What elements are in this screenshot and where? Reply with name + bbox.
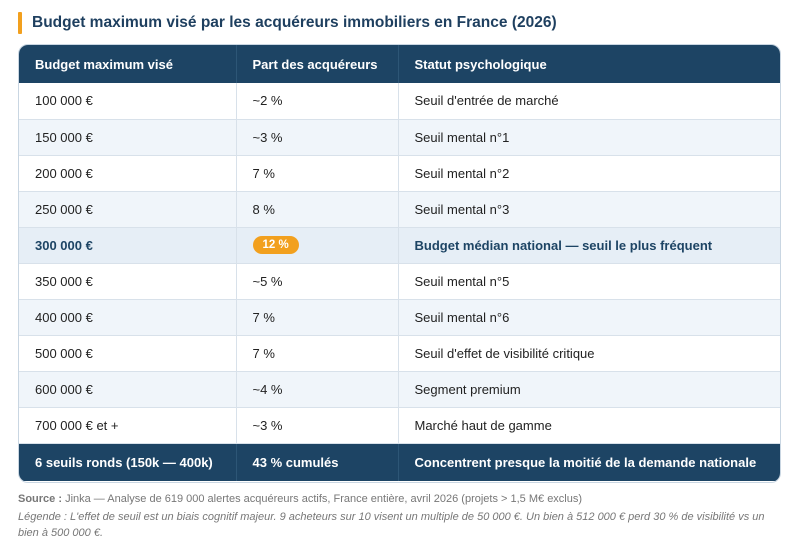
cell-part: 12 % bbox=[236, 227, 399, 264]
cell-budget: 100 000 € bbox=[19, 83, 237, 120]
cell-statut: Seuil mental n°6 bbox=[398, 299, 780, 336]
source-label: Source : bbox=[18, 493, 63, 505]
cell-statut: Seuil mental n°2 bbox=[398, 155, 780, 192]
cell-part: 8 % bbox=[236, 191, 399, 228]
cell-statut: Budget médian national — seuil le plus f… bbox=[398, 227, 780, 264]
cell-part: 7 % bbox=[236, 335, 399, 372]
table-row: 350 000 € ~5 % Seuil mental n°5 bbox=[19, 263, 780, 300]
cell-statut: Seuil d'effet de visibilité critique bbox=[398, 335, 780, 372]
table-row: 600 000 € ~4 % Segment premium bbox=[19, 371, 780, 408]
header-statut: Statut psychologique bbox=[414, 56, 547, 72]
source-note: Source : Jinka — Analyse de 619 000 aler… bbox=[18, 491, 783, 508]
cell-budget: 300 000 € bbox=[19, 227, 237, 264]
cell-budget: 250 000 € bbox=[19, 191, 237, 228]
table-header-row: Budget maximum visé Part des acquéreurs … bbox=[19, 45, 780, 83]
title-accent-bar bbox=[18, 12, 22, 34]
table-row: 400 000 € 7 % Seuil mental n°6 bbox=[19, 299, 780, 336]
table-row: 200 000 € 7 % Seuil mental n°2 bbox=[19, 155, 780, 192]
cell-budget: 150 000 € bbox=[19, 119, 237, 156]
cell-part: 7 % bbox=[236, 299, 399, 336]
cell-statut: Seuil mental n°5 bbox=[398, 263, 780, 300]
footer-conclusion: Concentrent presque la moitié de la dema… bbox=[414, 454, 757, 470]
cell-budget: 700 000 € et + bbox=[19, 407, 237, 444]
cell-statut: Seuil mental n°1 bbox=[398, 119, 780, 156]
cell-part: ~5 % bbox=[236, 263, 399, 300]
cell-statut: Marché haut de gamme bbox=[398, 407, 780, 444]
table-footer-row: 6 seuils ronds (150k — 400k) 43 % cumulé… bbox=[19, 443, 780, 481]
cell-part: 7 % bbox=[236, 155, 399, 192]
table-row: 250 000 € 8 % Seuil mental n°3 bbox=[19, 191, 780, 228]
cell-budget: 350 000 € bbox=[19, 263, 237, 300]
source-text: Jinka — Analyse de 619 000 alertes acqué… bbox=[62, 493, 583, 505]
table-row: 700 000 € et + ~3 % Marché haut de gamme bbox=[19, 407, 780, 444]
cell-statut: Seuil d'entrée de marché bbox=[398, 83, 780, 120]
footer-cumul: 43 % cumulés bbox=[236, 443, 399, 481]
title-block: Budget maximum visé par les acquéreurs i… bbox=[18, 12, 557, 34]
cell-budget: 400 000 € bbox=[19, 299, 237, 336]
header-budget: Budget maximum visé bbox=[19, 45, 237, 83]
page-title: Budget maximum visé par les acquéreurs i… bbox=[32, 14, 557, 31]
table-row: 150 000 € ~3 % Seuil mental n°1 bbox=[19, 119, 780, 156]
cell-statut: Segment premium bbox=[398, 371, 780, 408]
budget-table: Budget maximum visé Part des acquéreurs … bbox=[19, 45, 780, 481]
cell-budget: 500 000 € bbox=[19, 335, 237, 372]
cell-part: ~3 % bbox=[236, 407, 399, 444]
cell-part: ~2 % bbox=[236, 83, 399, 120]
legend-note: Légende : L'effet de seuil est un biais … bbox=[18, 511, 765, 539]
part-badge: 12 % bbox=[252, 236, 299, 254]
cell-budget: 600 000 € bbox=[19, 371, 237, 408]
cell-statut: Seuil mental n°3 bbox=[398, 191, 780, 228]
cell-budget: 200 000 € bbox=[19, 155, 237, 192]
cell-part: ~4 % bbox=[236, 371, 399, 408]
footer-seuils: 6 seuils ronds (150k — 400k) bbox=[19, 443, 237, 481]
table-row: 500 000 € 7 % Seuil d'effet de visibilit… bbox=[19, 335, 780, 372]
budget-table-card: Budget maximum visé Part des acquéreurs … bbox=[18, 44, 781, 483]
table-row-highlighted: 300 000 € 12 % Budget médian national — … bbox=[19, 227, 780, 264]
table-row: 100 000 € ~2 % Seuil d'entrée de marché bbox=[19, 83, 780, 120]
cell-part: ~3 % bbox=[236, 119, 399, 156]
header-part: Part des acquéreurs bbox=[236, 45, 399, 83]
